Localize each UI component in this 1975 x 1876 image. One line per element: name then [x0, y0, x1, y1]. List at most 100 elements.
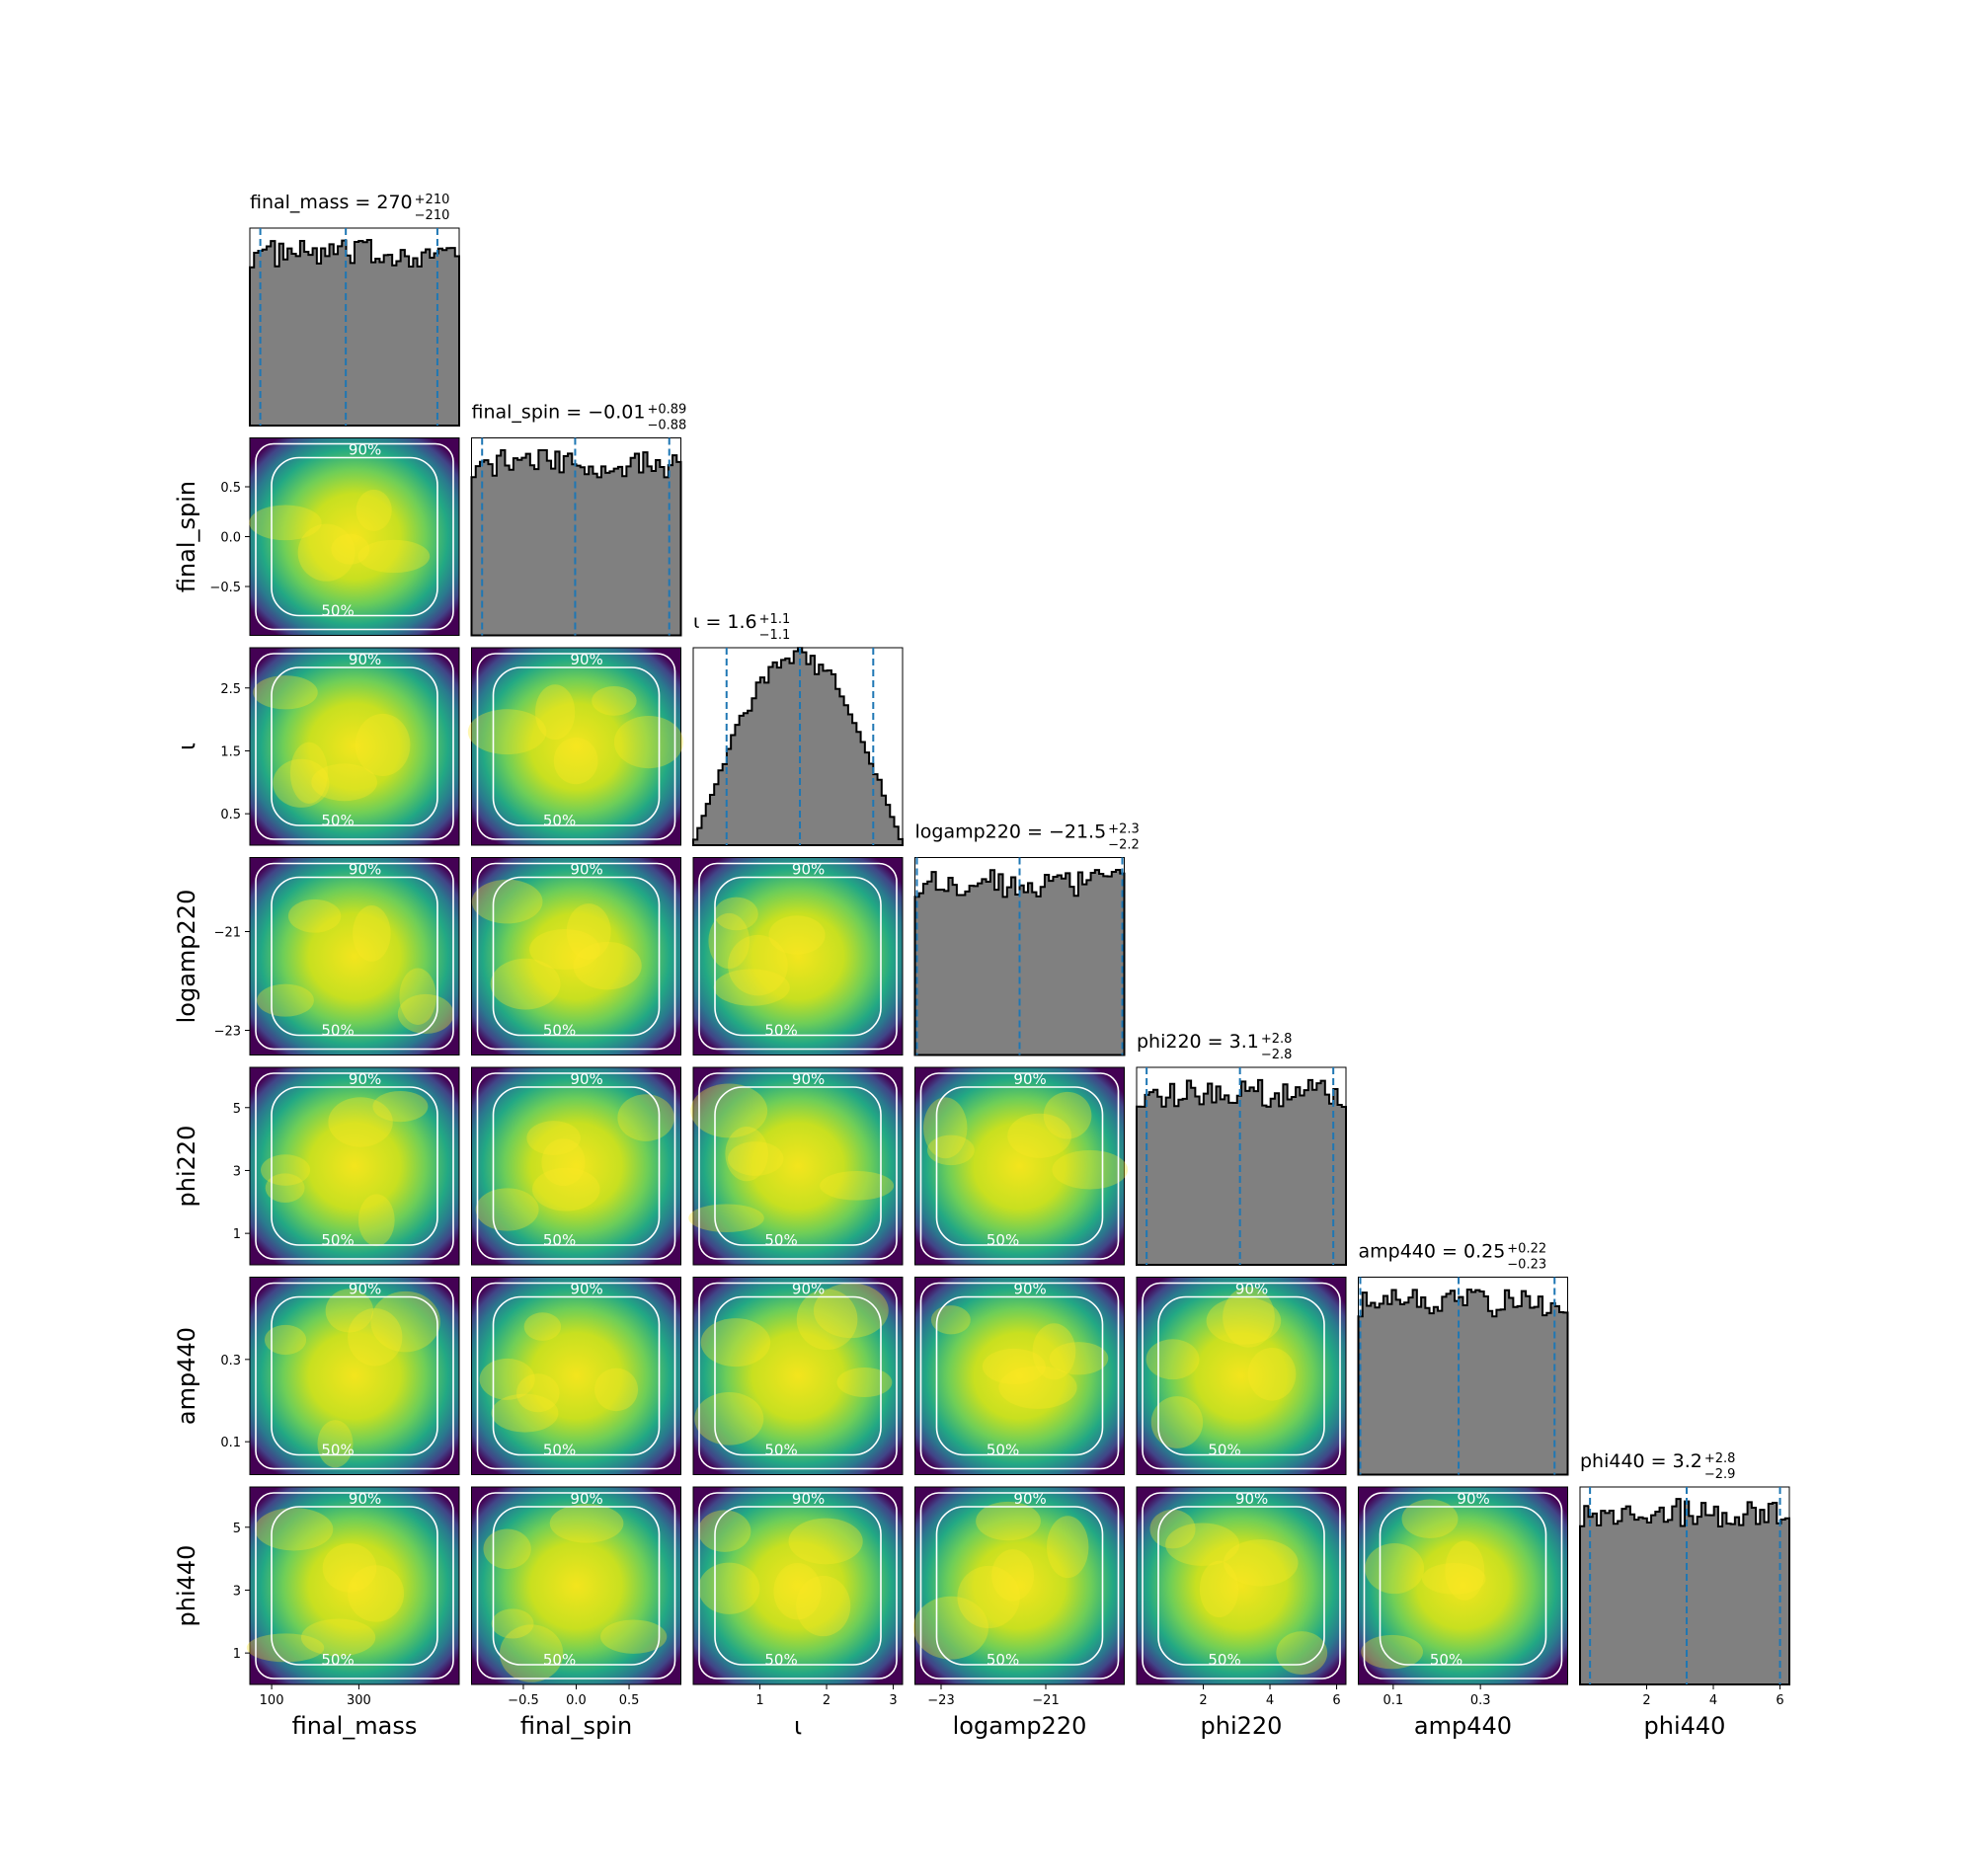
density-blob [1206, 1296, 1282, 1345]
density-panel [471, 1486, 681, 1685]
density-blob [1007, 1113, 1071, 1158]
contour-label-90: 90% [349, 441, 381, 459]
density-blob [613, 716, 683, 769]
y-tick-label: 0.3 [220, 1354, 241, 1368]
x-axis-label: final_spin [520, 1712, 632, 1740]
contour-label-90: 90% [349, 1070, 381, 1088]
contour-90 [476, 1072, 676, 1260]
title-lower-error: −2.8 [1261, 1048, 1293, 1062]
contour-label-50: 50% [543, 1231, 576, 1249]
x-tick-label: −0.5 [508, 1693, 539, 1708]
histogram-bars [1579, 1498, 1790, 1685]
density-blob [515, 1373, 560, 1413]
x-tick-label: 100 [260, 1693, 284, 1708]
density-blob [592, 686, 637, 716]
density-blob [261, 1154, 311, 1186]
density-blob [923, 1097, 968, 1159]
density-panel [471, 647, 681, 846]
y-tick-label: 1 [233, 1227, 241, 1242]
density-panel [249, 1277, 460, 1475]
density-panel [692, 1486, 904, 1685]
density-blob [483, 1528, 531, 1570]
contour-label-90: 90% [349, 1281, 381, 1298]
density-blob [697, 1510, 751, 1552]
density-blob [700, 1318, 771, 1368]
panel-title: amp440 = 0.25 [1359, 1241, 1506, 1263]
density-blob [694, 1392, 764, 1446]
x-tick-label: 300 [347, 1693, 371, 1708]
x-axis-label: ι [794, 1712, 802, 1740]
density-blob [688, 1204, 764, 1232]
density-blob [957, 1565, 1020, 1629]
contour-label-50: 50% [1208, 1442, 1240, 1459]
density-blob [300, 1618, 376, 1657]
density-blob [566, 903, 611, 960]
x-tick-label: 0.1 [1382, 1693, 1403, 1708]
contour-label-90: 90% [570, 651, 602, 668]
y-tick-label: 1 [233, 1647, 241, 1662]
density-blob [820, 1171, 895, 1201]
panel-title: logamp220 = −21.5 [915, 821, 1107, 843]
density-blob [372, 1090, 429, 1123]
y-tick-label: 5 [233, 1102, 241, 1117]
density-blob [1422, 1563, 1486, 1595]
contour-50 [714, 1506, 882, 1666]
density-blob [273, 758, 330, 808]
contour-label-50: 50% [764, 1442, 797, 1459]
density-blob [287, 899, 342, 933]
density-blob [325, 1289, 374, 1333]
y-tick-label: 0.5 [220, 481, 241, 496]
contour-label-90: 90% [570, 861, 602, 879]
density-blob [594, 1368, 639, 1412]
contour-50 [271, 876, 438, 1037]
density-blob [690, 1083, 768, 1138]
density-blob [264, 1324, 307, 1356]
density-blob [397, 993, 454, 1035]
density-blob [796, 1575, 851, 1637]
contour-50 [714, 1086, 882, 1246]
density-blob [265, 1173, 305, 1203]
density-blob [600, 1619, 668, 1654]
density-blob [927, 1134, 975, 1166]
contour-90 [919, 1492, 1120, 1680]
x-axis-label: amp440 [1414, 1712, 1512, 1740]
contour-90 [476, 1282, 676, 1470]
panel-title: ι = 1.6 [693, 611, 757, 633]
density-panel [914, 1486, 1125, 1685]
density-blob [930, 1305, 971, 1335]
contour-label-90: 90% [1235, 1281, 1268, 1298]
corner-panels: final_mass = 270 +210−210 50% 90% 50% 90% 50% 9… [173, 192, 1790, 1740]
density-blob [331, 533, 370, 565]
x-tick-label: 2 [823, 1693, 830, 1708]
y-tick-label: −0.5 [209, 581, 241, 595]
density-blob [982, 1348, 1046, 1384]
density-blob [1223, 1287, 1275, 1348]
y-tick-label: −21 [214, 926, 241, 941]
x-tick-label: 2 [1199, 1693, 1207, 1708]
histogram-bars [1357, 1289, 1569, 1476]
contour-90 [255, 653, 454, 840]
x-tick-label: 1 [755, 1693, 763, 1708]
density-blob [1401, 1499, 1459, 1538]
density-blob [471, 879, 543, 924]
contour-50 [271, 1506, 438, 1666]
density-blob [289, 742, 328, 804]
contour-90 [1142, 1282, 1341, 1470]
y-tick-label: 5 [233, 1522, 241, 1536]
density-blob [1043, 1091, 1092, 1139]
density-blob [357, 1194, 395, 1247]
density-blob [1445, 1540, 1485, 1601]
panel-title: final_mass = 270 [250, 192, 413, 213]
contour-label-90: 90% [792, 861, 825, 879]
density-blob [491, 1393, 559, 1433]
density-blob [253, 675, 318, 710]
x-tick-label: −21 [1032, 1693, 1059, 1708]
title-upper-error: +0.89 [647, 403, 686, 418]
contour-label-90: 90% [349, 861, 381, 879]
density-blob [1052, 1149, 1129, 1190]
density-blob [297, 523, 356, 582]
density-blob [475, 1188, 539, 1231]
x-tick-label: 4 [1266, 1693, 1274, 1708]
contour-50 [492, 1086, 661, 1246]
contour-label-90: 90% [570, 1070, 602, 1088]
